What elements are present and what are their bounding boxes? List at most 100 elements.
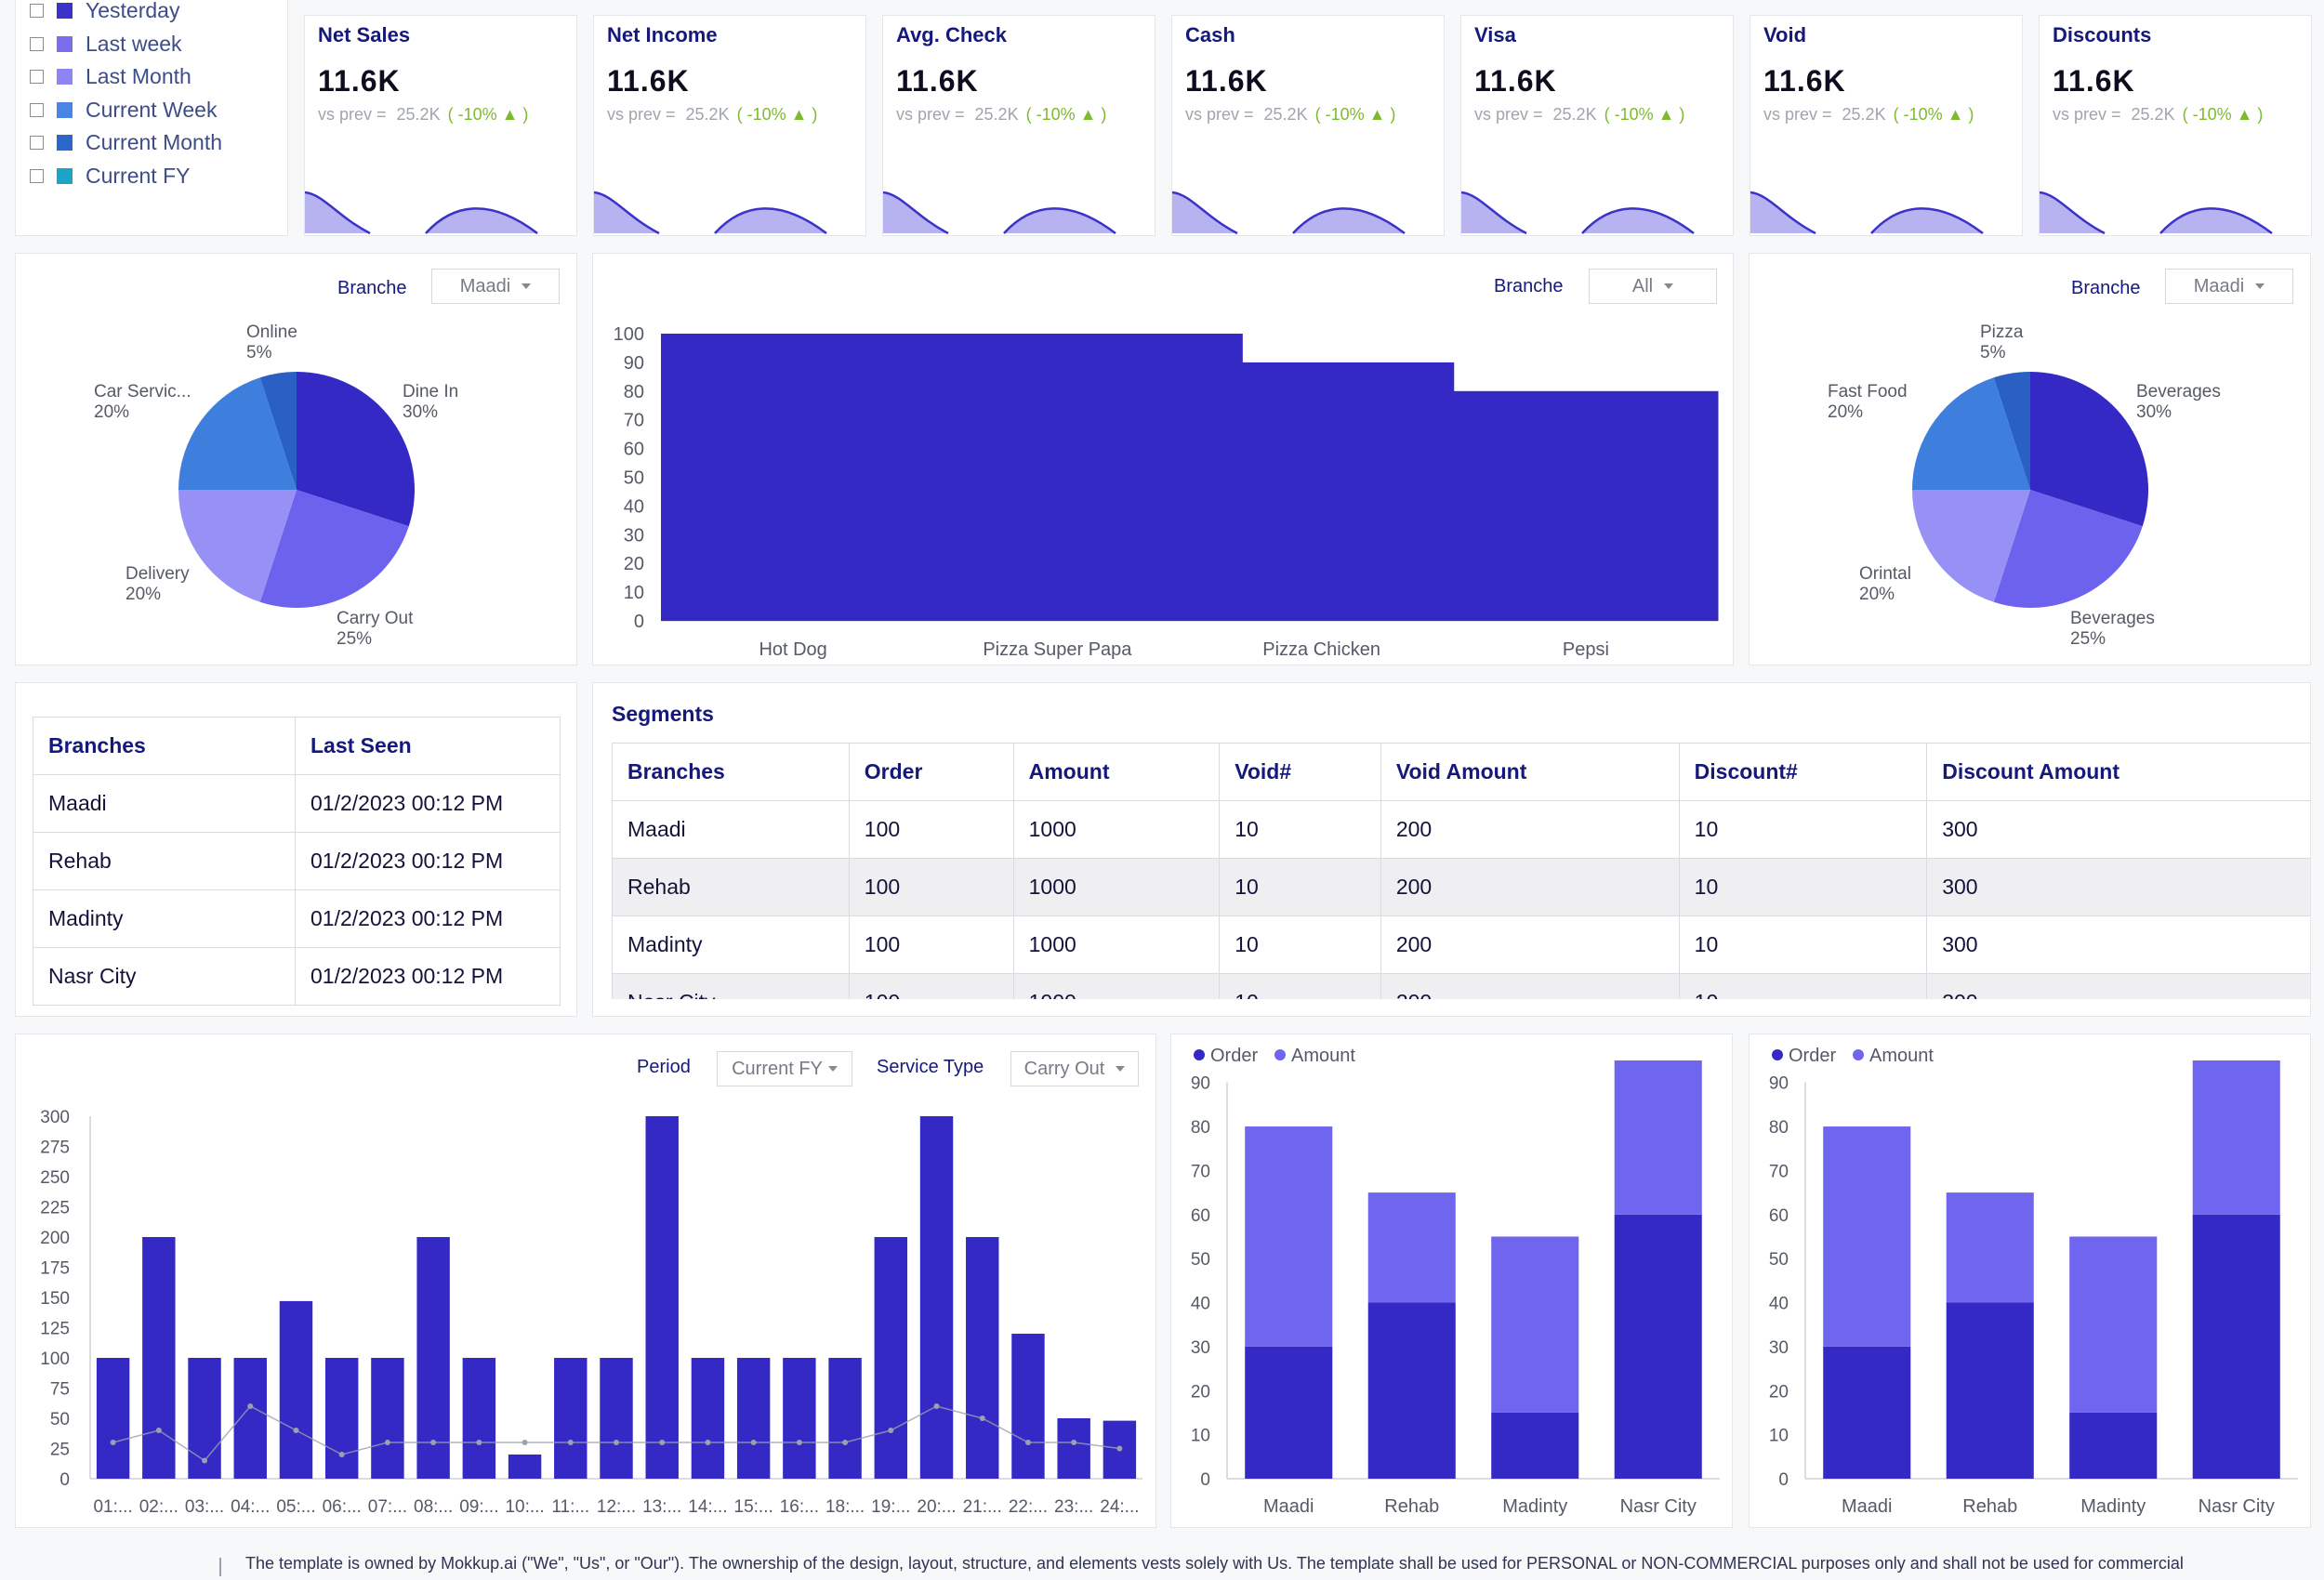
trend-point [110,1440,116,1445]
table-cell: 01/2/2023 00:12 PM [295,832,561,890]
table-row[interactable]: Madinty 100 1000 10 200 10 300 [612,915,2310,974]
stacked-bar-segment [1823,1126,1911,1347]
bar [1057,1418,1090,1479]
trend-point [247,1403,254,1409]
y-tick-label: 40 [1769,1295,1789,1314]
y-tick-label: 20 [1191,1382,1210,1402]
pie-label: Pizza 5% [1980,323,2024,362]
branch-dropdown[interactable]: Maadi [431,269,560,304]
stacked-bar-segment [1823,1346,1911,1479]
branch-filter-label: Branche [1494,276,1564,296]
date-filter-option[interactable]: Yesterday [30,0,179,23]
trend-point [659,1440,666,1445]
legend-swatch [57,101,73,118]
pie-label: Beverages 25% [2070,609,2155,649]
x-tick-label: 15:... [734,1497,773,1517]
y-tick-label: 90 [624,353,644,374]
sparkline-line [305,191,371,235]
sparkline-line [594,191,660,235]
checkbox[interactable] [30,169,44,183]
table-row[interactable]: Maadi 01/2/2023 00:12 PM [33,774,561,833]
bar [828,1358,862,1479]
sparkline-line [1003,207,1116,234]
date-filter-option[interactable]: Last Month [30,64,191,89]
bar [645,1116,679,1479]
stacked-bar-segment [1946,1192,2034,1303]
x-tick-label: 08:... [414,1497,453,1517]
bar [279,1300,313,1479]
kpi-prev-value: 25.2K [974,105,1019,124]
checkbox[interactable] [30,36,44,51]
y-tick-label: 50 [1191,1250,1210,1270]
table-row[interactable]: Nasr City 01/2/2023 00:12 PM [33,947,561,1006]
kpi-sparkline [1172,191,1406,235]
bar [554,1358,588,1479]
kpi-prev-value: 25.2K [1552,105,1597,124]
x-tick-label: 18:... [825,1497,865,1517]
table-row[interactable]: Rehab 100 1000 10 200 10 300 [612,858,2310,916]
table-cell: Rehab [33,832,296,890]
table-cell: Maadi [612,800,850,859]
branch-dropdown[interactable]: Maadi [2165,269,2293,304]
kpi-title: Net Sales [318,23,411,46]
table-row[interactable]: Maadi 100 1000 10 200 10 300 [612,800,2310,859]
pie-label: Orintal 20% [1859,564,1911,604]
trend-point [614,1440,619,1445]
stacked-bar-segment [1614,1060,1702,1215]
order-type-pie-card: Branche Maadi Dine In 30% Carry Out 25% Deli… [15,253,577,665]
table-row[interactable]: Madinty 01/2/2023 00:12 PM [33,889,561,948]
checkbox[interactable] [30,4,44,18]
chevron-down-icon [1116,1066,1126,1072]
y-tick-label: 300 [40,1108,70,1127]
pie-label: Car Servic... 20% [94,382,191,422]
table-cell: 10 [1678,915,1928,974]
kpi-comparison: vs prev = 25.2K ( -10% ▲ ) [1474,105,1684,125]
kpi-comparison: vs prev = 25.2K ( -10% ▲ ) [896,105,1106,125]
x-tick-label: 16:... [780,1497,819,1517]
trend-point [1116,1445,1123,1452]
branch-order-amount-chart: Order Amount 0 10 20 30 40 50 60 70 80 90 Maadi Rehab… [1769,1046,2298,1517]
trend-point [522,1440,528,1445]
category-pie-chart: Beverages 30% Beverages 25% Orintal 20% Fast F… [1828,323,2221,649]
x-tick-label: 19:... [871,1497,910,1517]
stacked-bar-segment [1614,1214,1702,1479]
kpi-vs-prev-label: vs prev = [1763,105,1837,124]
bar [1453,390,1719,621]
hourly-sales-card: Period Current FY Service Type Carry Out… [15,1034,1156,1528]
kpi-title: Visa [1474,23,1516,46]
table-row[interactable]: Nasr City10010001020010300 [612,973,2310,999]
legend-swatch [57,168,73,184]
table-row[interactable]: Rehab 01/2/2023 00:12 PM [33,832,561,890]
y-tick-label: 50 [50,1410,70,1429]
pie-slice [1993,372,2030,490]
service-type-dropdown[interactable]: Carry Out [1010,1051,1139,1086]
table-cell: 100 [848,915,1014,974]
period-dropdown[interactable]: Current FY [717,1051,852,1086]
date-filter-option[interactable]: Current Month [30,130,222,155]
table-cell: 100 [848,973,1014,999]
branch-dropdown[interactable]: All [1589,269,1717,304]
kpi-vs-prev-label: vs prev = [896,105,970,124]
date-filter-option[interactable]: Last week [30,32,182,57]
x-tick-label: Nasr City [2199,1496,2275,1517]
branch-order-amount-card-1: Order Amount 0 10 20 30 40 50 60 70 80 90 Maadi Rehab… [1170,1034,1733,1528]
checkbox[interactable] [30,102,44,117]
date-filter-option[interactable]: Current Week [30,98,217,123]
table-cell: Rehab [612,858,850,916]
date-filter-option[interactable]: Current FY [30,164,190,189]
stacked-bar-segment [1367,1302,1456,1479]
table-cell: 200 [1380,973,1680,999]
category-pie-card: Branche Maadi Beverages 30% Beverages 25% Or… [1749,253,2311,665]
x-tick-label: 05:... [276,1497,315,1517]
y-tick-label: 50 [624,468,644,489]
kpi-comparison: vs prev = 25.2K ( -10% ▲ ) [607,105,817,125]
y-tick-label: 80 [1769,1118,1789,1138]
table-cell: 10 [1219,858,1381,916]
checkbox[interactable] [30,136,44,151]
bar [1011,1334,1045,1479]
bar [736,1358,771,1479]
segments-scroll-area[interactable]: Branches Order Amount Void# Void Amount Disco… [612,743,2310,999]
bar [966,1237,999,1479]
x-tick-label: Madinty [2080,1496,2146,1517]
checkbox[interactable] [30,70,44,85]
